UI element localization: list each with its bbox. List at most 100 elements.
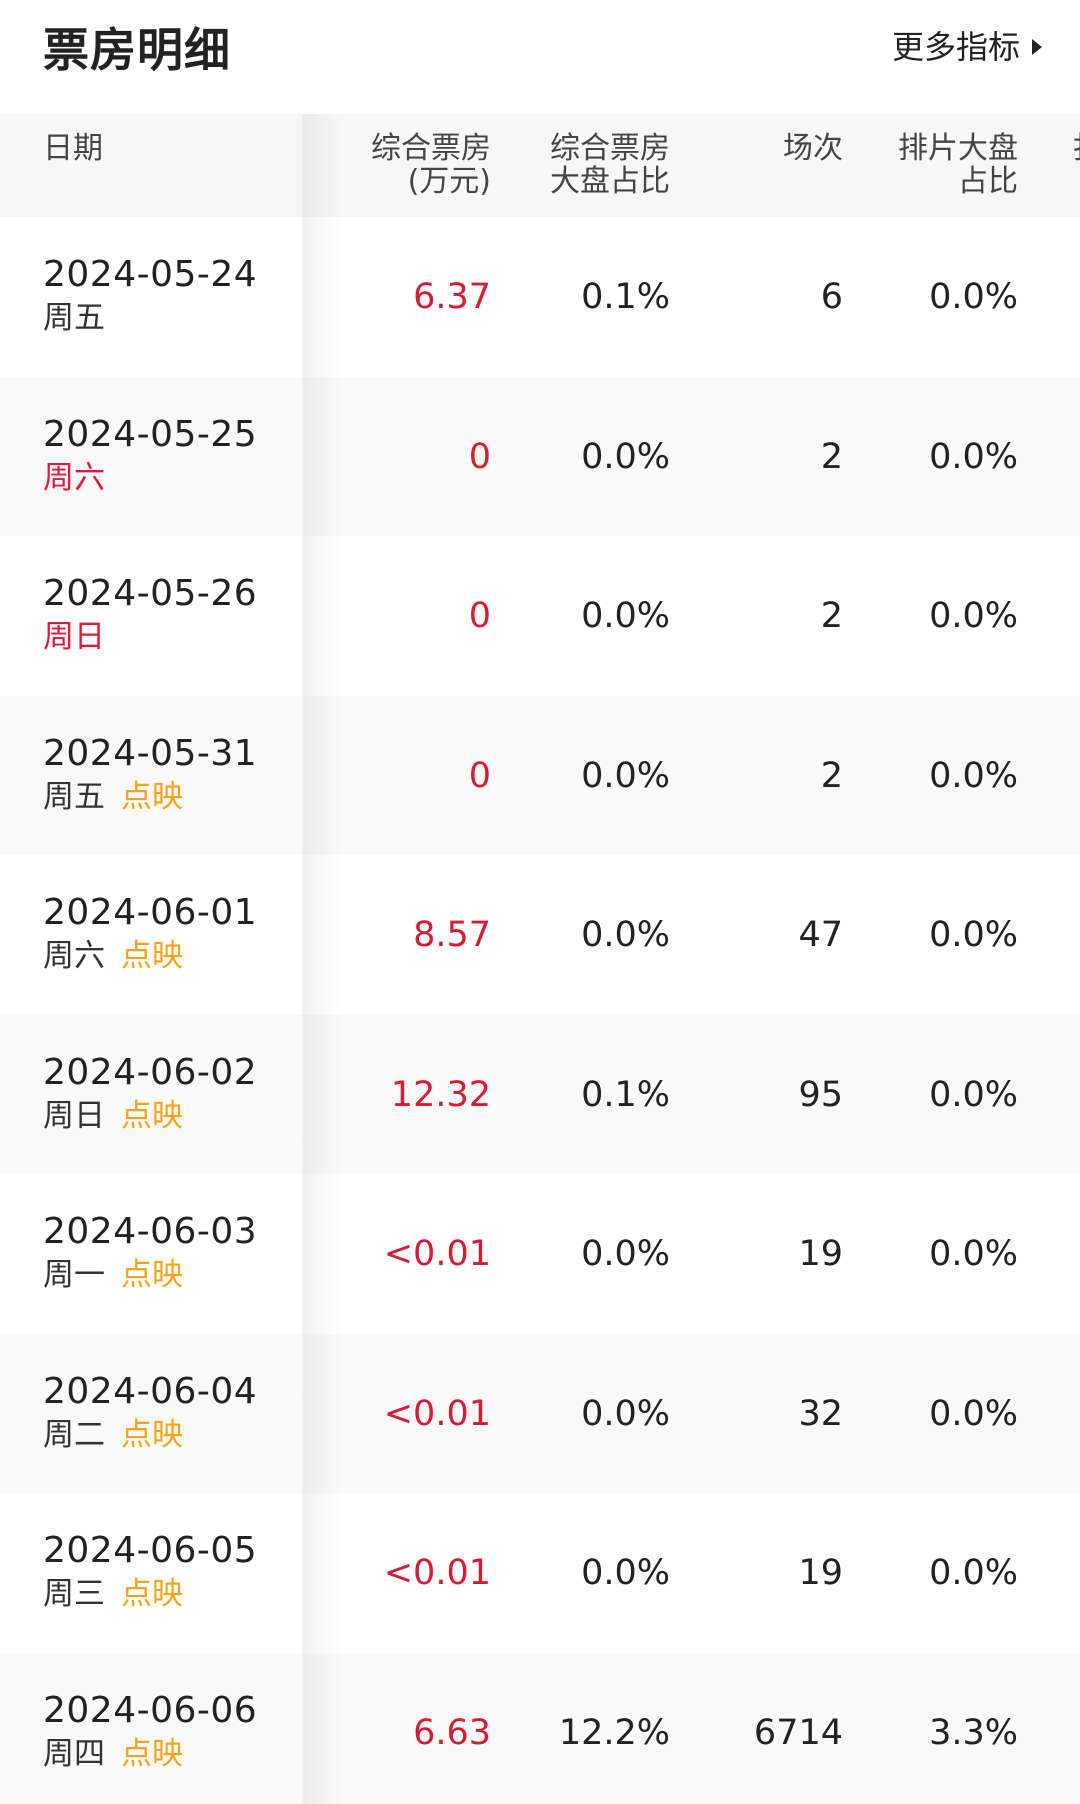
page-title: 票房明细 (43, 23, 231, 77)
weekday-line: 周五 点映 (43, 776, 257, 818)
column-header-line: 综合票房 (550, 131, 670, 166)
table-header: 日期 综合票房 (万元) 综合票房 大盘占比 场次 排片大盘 占比 扌 (0, 114, 1080, 217)
table-row[interactable]: 2024-05-25 周六 0 0.0% 2 0.0% (0, 376, 1080, 536)
weekday-text: 周六 (43, 938, 105, 974)
shows-value: 47 (798, 915, 843, 955)
shows-value: 19 (798, 1553, 843, 1593)
weekday-line: 周三 点映 (43, 1573, 257, 1615)
boxoffice-share-value: 0.0% (581, 915, 670, 955)
boxoffice-value: 8.57 (413, 915, 491, 955)
weekday-text: 周五 (43, 778, 105, 815)
weekday-text: 周五 (43, 300, 105, 336)
column-header-boxoffice-share[interactable]: 综合票房 大盘占比 (550, 132, 670, 198)
table-row[interactable]: 2024-05-31 周五 点映 0 0.0% 2 0.0% (0, 695, 1080, 855)
shows-value: 2 (820, 436, 843, 477)
weekday-line: 周日 点映 (43, 1095, 257, 1137)
shows-value: 32 (798, 1393, 843, 1434)
preview-tag: 点映 (121, 1257, 183, 1293)
table-row[interactable]: 2024-05-26 周日 0 0.0% 2 0.0% (0, 536, 1080, 696)
date-text: 2024-06-01 (43, 892, 258, 933)
date-text: 2024-05-26 (43, 573, 258, 614)
more-metrics-link[interactable]: 更多指标 (892, 26, 1042, 68)
weekday-line: 周日 (43, 616, 257, 658)
date-text: 2024-06-02 (43, 1051, 258, 1093)
preview-tag: 点映 (121, 1735, 183, 1772)
shows-value: 95 (798, 1074, 843, 1115)
date-text: 2024-05-25 (43, 413, 258, 455)
preview-tag: 点映 (121, 778, 183, 815)
weekday-text: 周二 (43, 1416, 105, 1453)
schedule-share-value: 0.0% (929, 436, 1018, 477)
weekday-text: 周六 (43, 459, 105, 496)
date-cell: 2024-05-25 周六 (43, 413, 257, 499)
date-cell: 2024-06-02 周日 点映 (43, 1051, 257, 1137)
more-metrics-label: 更多指标 (891, 28, 1020, 66)
date-cell: 2024-05-24 周五 (43, 253, 257, 339)
preview-tag: 点映 (121, 1097, 183, 1134)
date-cell: 2024-06-01 周六 点映 (43, 891, 257, 977)
box-office-table[interactable]: 日期 综合票房 (万元) 综合票房 大盘占比 场次 排片大盘 占比 扌 2 (0, 114, 1080, 1804)
table-row[interactable]: 2024-06-02 周日 点映 12.32 0.1% 95 0.0% (0, 1014, 1080, 1174)
preview-tag: 点映 (121, 938, 183, 974)
column-header-line: 排片大盘 (898, 131, 1018, 166)
caret-right-icon (1032, 39, 1042, 55)
column-header-boxoffice[interactable]: 综合票房 (万元) (371, 132, 491, 198)
table-row[interactable]: 2024-06-06 周四 点映 6.63 12.2% 6714 3.3% (0, 1652, 1080, 1804)
date-cell: 2024-06-06 周四 点映 (43, 1689, 257, 1775)
schedule-share-value: 0.0% (929, 1074, 1018, 1115)
table-body: 2024-05-24 周五 6.37 0.1% 6 0.0% 2024-05-2… (0, 217, 1080, 1804)
schedule-share-value: 0.0% (929, 1393, 1018, 1434)
preview-tag: 点映 (121, 1576, 183, 1612)
shows-value: 19 (798, 1234, 843, 1274)
weekday-text: 周一 (43, 1257, 105, 1293)
section-header: 票房明细 更多指标 (0, 0, 1080, 114)
date-text: 2024-06-04 (43, 1370, 258, 1412)
column-header-line: (万元) (407, 164, 491, 199)
weekday-text: 周日 (43, 619, 105, 655)
weekday-line: 周一 点映 (43, 1254, 257, 1296)
boxoffice-share-value: 0.0% (581, 755, 670, 796)
date-cell: 2024-06-03 周一 点映 (43, 1210, 257, 1296)
weekday-text: 周日 (43, 1097, 105, 1134)
boxoffice-value: 0 (468, 755, 491, 796)
boxoffice-share-value: 0.0% (581, 1234, 670, 1274)
weekday-line: 周五 (43, 297, 257, 339)
table-row[interactable]: 2024-06-01 周六 点映 8.57 0.0% 47 0.0% (0, 855, 1080, 1015)
shows-value: 2 (820, 596, 843, 636)
boxoffice-value: <0.01 (383, 1234, 491, 1274)
weekday-line: 周四 点映 (43, 1733, 257, 1775)
boxoffice-share-value: 0.0% (581, 1393, 670, 1434)
column-header-date[interactable]: 日期 (43, 132, 103, 165)
table-row[interactable]: 2024-06-03 周一 点映 <0.01 0.0% 19 0.0% (0, 1174, 1080, 1334)
date-text: 2024-06-05 (43, 1530, 258, 1571)
column-header-schedule-share[interactable]: 排片大盘 占比 (898, 132, 1018, 198)
boxoffice-value: 0 (468, 596, 491, 636)
shows-value: 6 (820, 277, 843, 317)
column-header-shows[interactable]: 场次 (783, 132, 843, 165)
boxoffice-value: 6.63 (413, 1712, 491, 1753)
boxoffice-share-value: 0.1% (581, 277, 670, 317)
column-header-line: 综合票房 (371, 131, 491, 166)
schedule-share-value: 0.0% (929, 915, 1018, 955)
table-row[interactable]: 2024-05-24 周五 6.37 0.1% 6 0.0% (0, 217, 1080, 377)
date-cell: 2024-05-31 周五 点映 (43, 732, 257, 818)
table-row[interactable]: 2024-06-05 周三 点映 <0.01 0.0% 19 0.0% (0, 1493, 1080, 1653)
date-text: 2024-05-31 (43, 732, 258, 774)
date-text: 2024-06-06 (43, 1689, 258, 1731)
shows-value: 6714 (753, 1712, 843, 1753)
date-text: 2024-06-03 (43, 1211, 258, 1252)
column-header-clipped[interactable]: 扌 (1072, 132, 1080, 165)
column-header-line: 大盘占比 (550, 164, 670, 199)
schedule-share-value: 0.0% (929, 755, 1018, 796)
schedule-share-value: 0.0% (929, 1234, 1018, 1274)
schedule-share-value: 0.0% (929, 596, 1018, 636)
boxoffice-share-value: 0.0% (581, 596, 670, 636)
schedule-share-value: 0.0% (929, 1553, 1018, 1593)
column-header-line: 扌 (1072, 132, 1080, 165)
table-row[interactable]: 2024-06-04 周二 点映 <0.01 0.0% 32 0.0% (0, 1333, 1080, 1493)
date-cell: 2024-06-05 周三 点映 (43, 1529, 257, 1615)
column-header-line: 日期 (43, 131, 103, 166)
column-header-line: 占比 (958, 164, 1018, 199)
preview-tag: 点映 (121, 1416, 183, 1453)
